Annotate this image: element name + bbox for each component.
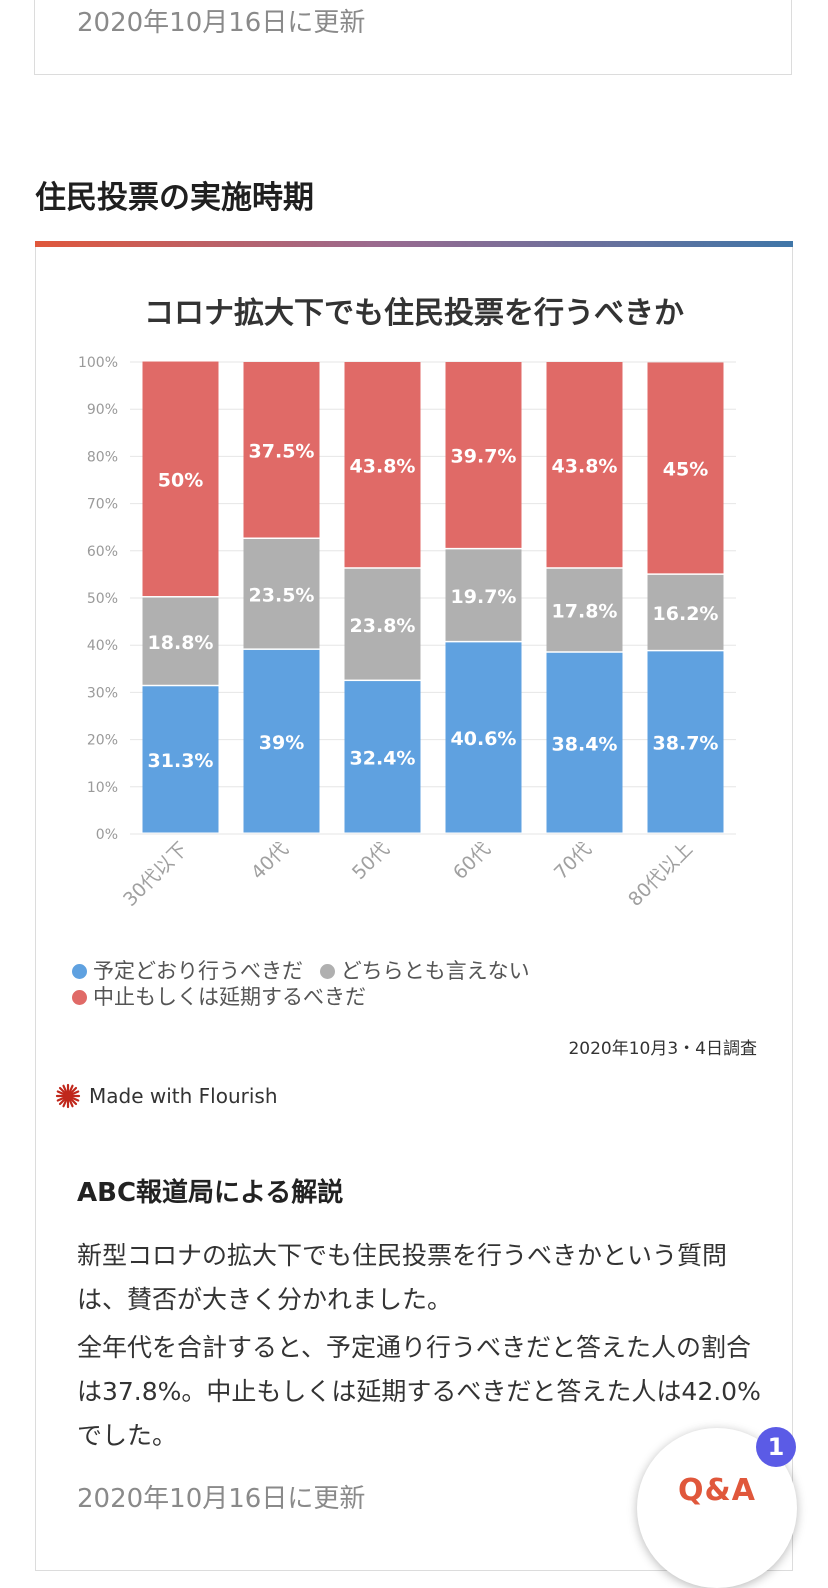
data-label: 37.5% [249,441,315,463]
data-label: 32.4% [350,748,416,770]
explanation-paragraph: 新型コロナの拡大下でも住民投票を行うべきかという質問は、賛否が大きく分かれました… [77,1241,728,1314]
legend-swatch [72,990,87,1005]
x-tick-label: 30代以下 [119,838,192,911]
y-tick-label: 60% [87,544,118,560]
x-tick-label: 50代 [348,838,394,884]
bar-segment [445,642,522,833]
data-label: 23.8% [350,615,416,637]
previous-article-card: 2020年10月16日に更新 [34,0,792,75]
x-tick-label: 40代 [247,838,293,884]
data-label: 39% [259,732,304,754]
bar-segment [243,362,320,538]
data-label: 23.5% [249,584,315,606]
qa-label: Q&A [678,1472,756,1508]
bar-segment [445,549,522,641]
y-tick-label: 100% [78,355,118,371]
flourish-logo-icon [55,1083,81,1109]
legend-item-on-schedule[interactable]: 予定どおり行うべきだ [72,958,303,984]
bar-segment [647,574,724,650]
legend-label: 中止もしくは延期するべきだ [93,985,366,1009]
bar-segment [647,651,724,833]
bar-segment [142,361,219,597]
updated-date: 2020年10月16日に更新 [77,1484,366,1514]
bar-segment [344,681,421,833]
data-label: 18.8% [148,632,214,654]
y-tick-label: 70% [87,497,118,513]
accent-gradient-bar [35,241,793,247]
flourish-label: Made with Flourish [89,1084,278,1108]
y-tick-label: 10% [87,780,118,796]
y-tick-label: 50% [87,591,118,607]
updated-date: 2020年10月16日に更新 [77,8,366,38]
data-label: 43.8% [350,455,416,477]
y-tick-label: 0% [96,827,118,843]
legend-label: 予定どおり行うべきだ [93,959,303,983]
chart-title: コロナ拡大下でも住民投票を行うべきか [144,296,684,331]
x-tick-label: 60代 [449,838,495,884]
y-tick-label: 20% [87,733,118,749]
legend-item-undecided[interactable]: どちらとも言えない [319,958,530,984]
legend-item-cancel-postpone[interactable]: 中止もしくは延期するべきだ [72,984,366,1010]
legend-swatch [319,964,335,979]
qa-notification-badge: 1 [756,1427,796,1467]
y-tick-label: 90% [87,402,118,418]
x-tick-label: 70代 [550,838,596,884]
data-label: 31.3% [148,750,214,772]
data-label: 38.7% [653,733,719,755]
bar-segment [546,652,623,833]
data-label: 50% [158,470,203,492]
flourish-credit-link[interactable]: Made with Flourish [55,1083,278,1109]
data-label: 45% [663,459,708,481]
explanation-paragraph: 全年代を合計すると、予定通り行うべきだと答えた人の割合は37.8%。中止もしくは… [77,1333,761,1450]
legend-swatch [72,964,87,979]
data-label: 40.6% [451,728,517,750]
bar-segment [243,539,320,649]
y-tick-label: 80% [87,449,118,465]
data-label: 38.4% [552,733,618,755]
explanation-body: 新型コロナの拡大下でも住民投票を行うべきかという質問は、賛否が大きく分かれました… [77,1234,767,1462]
data-label: 43.8% [552,455,618,477]
stacked-bar-chart: 0% 10% 20% 30% 40% 50% 60% 70% 80% 90% 100% 31.3% 18… [78,355,736,911]
bar-segment [647,362,724,574]
chart-legend[interactable]: 予定どおり行うべきだ どちらとも言えない 中止もしくは延期するべきだ [72,958,722,1010]
bar-segment [243,649,320,833]
bar-segment [344,362,421,568]
legend-label: どちらとも言えない [340,959,530,983]
bar-segment [445,362,522,548]
bar-segment [546,568,623,652]
data-label: 19.7% [451,586,517,608]
x-tick-label: 80代以上 [624,838,697,911]
survey-date-note: 2020年10月3・4日調査 [568,1039,757,1059]
data-label: 17.8% [552,601,618,623]
data-label: 16.2% [653,603,719,625]
data-label: 39.7% [451,446,517,468]
y-tick-label: 30% [87,685,118,701]
y-tick-label: 40% [87,638,118,654]
section-title: 住民投票の実施時期 [35,180,314,216]
bar-segment [142,597,219,685]
explanation-title: ABC報道局による解説 [77,1178,344,1208]
bar-segment [546,362,623,568]
bar-segment [142,686,219,833]
bar-segment [344,568,421,680]
